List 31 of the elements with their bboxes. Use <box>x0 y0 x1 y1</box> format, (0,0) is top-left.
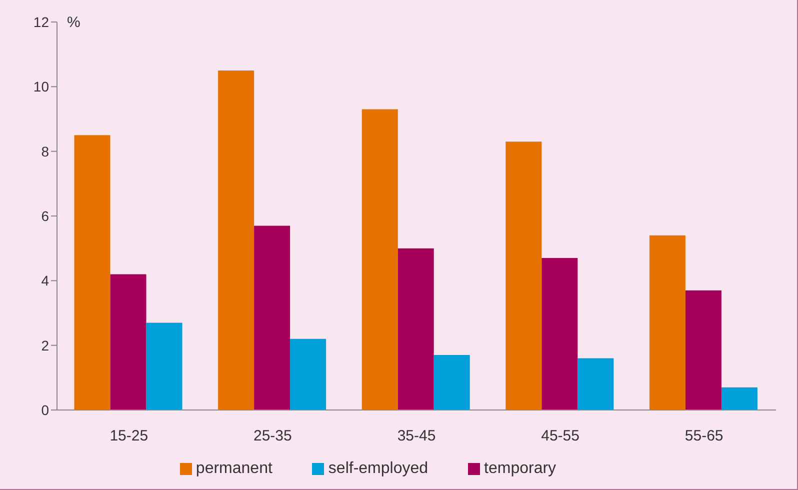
y-tick-label: 2 <box>41 337 50 354</box>
y-tick-label: 6 <box>41 208 50 224</box>
bar <box>290 338 326 410</box>
bar <box>146 322 182 410</box>
bar <box>578 358 614 410</box>
bar <box>685 290 722 410</box>
bar <box>218 70 254 410</box>
bar <box>506 142 542 410</box>
x-tick-label: 35-45 <box>397 428 436 445</box>
y-tick-label: 10 <box>33 78 50 95</box>
bar <box>362 109 398 410</box>
bar <box>398 248 434 410</box>
legend-label: temporary <box>484 460 556 477</box>
bar <box>721 387 758 410</box>
bar <box>74 135 110 410</box>
x-tick-label: 25-35 <box>254 428 292 445</box>
x-tick-label: 55-65 <box>684 428 724 445</box>
y-tick-label: 8 <box>41 143 50 160</box>
legend-label: self-employed <box>328 460 428 477</box>
y-tick-label: 4 <box>41 272 50 289</box>
bar <box>254 226 290 410</box>
bar <box>649 235 686 410</box>
legend-label: permanent <box>196 460 272 477</box>
x-tick-label: 15-25 <box>110 428 148 445</box>
bar <box>434 355 470 410</box>
x-tick-label: 45-55 <box>541 428 580 445</box>
bar <box>110 274 146 410</box>
y-axis-title: % <box>67 14 80 31</box>
y-tick-label: 12 <box>33 14 50 30</box>
y-tick-label: 0 <box>41 402 50 418</box>
bar <box>542 258 578 410</box>
